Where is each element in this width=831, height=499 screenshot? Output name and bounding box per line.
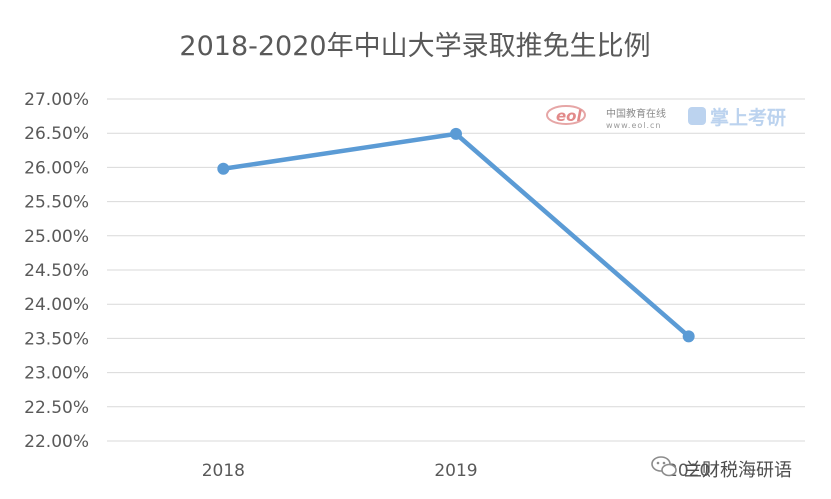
data-point <box>450 127 462 140</box>
data-point <box>682 330 695 343</box>
chart-title: 2018-2020年中山大学录取推免生比例 <box>179 31 650 62</box>
x-tick-label: 2018 <box>202 461 245 481</box>
y-tick-label: 22.00% <box>24 432 89 452</box>
eol-watermark: eol 中国教育在线 www.eol.cn 掌上考研 <box>546 105 786 130</box>
y-tick-label: 26.00% <box>24 158 89 178</box>
wechat-icon <box>651 456 677 477</box>
y-tick-label: 27.00% <box>24 90 89 110</box>
x-axis-ticks: 2018 2019 2020 <box>202 461 711 481</box>
y-tick-label: 24.50% <box>24 261 89 281</box>
series-line <box>221 131 691 339</box>
app-name: 掌上考研 <box>710 106 786 129</box>
x-tick-label: 2020 <box>667 461 710 481</box>
x-tick-label: 2019 <box>434 461 477 481</box>
y-tick-label: 23.00% <box>24 364 89 384</box>
eol-logo-text: eol <box>556 107 582 125</box>
y-tick-label: 26.50% <box>24 124 89 144</box>
y-tick-label: 25.00% <box>24 227 89 247</box>
y-tick-label: 22.50% <box>24 398 89 418</box>
eol-logo: eol <box>546 105 586 125</box>
series <box>217 127 695 343</box>
wechat-account-name: 兰财税海研语 <box>684 460 792 481</box>
y-tick-label: 23.50% <box>24 329 89 349</box>
y-tick-label: 25.50% <box>24 193 89 213</box>
wechat-watermark: 兰财税海研语 <box>651 456 792 481</box>
y-axis-ticks: 22.00% 22.50% 23.00% 23.50% 24.00% 24.50% 25.0… <box>24 90 89 452</box>
gridlines <box>107 98 805 442</box>
data-point <box>217 162 230 175</box>
app-icon <box>688 107 706 125</box>
eol-site-url: www.eol.cn <box>606 121 662 130</box>
y-tick-label: 24.00% <box>24 295 89 315</box>
eol-site-name: 中国教育在线 <box>606 107 666 120</box>
